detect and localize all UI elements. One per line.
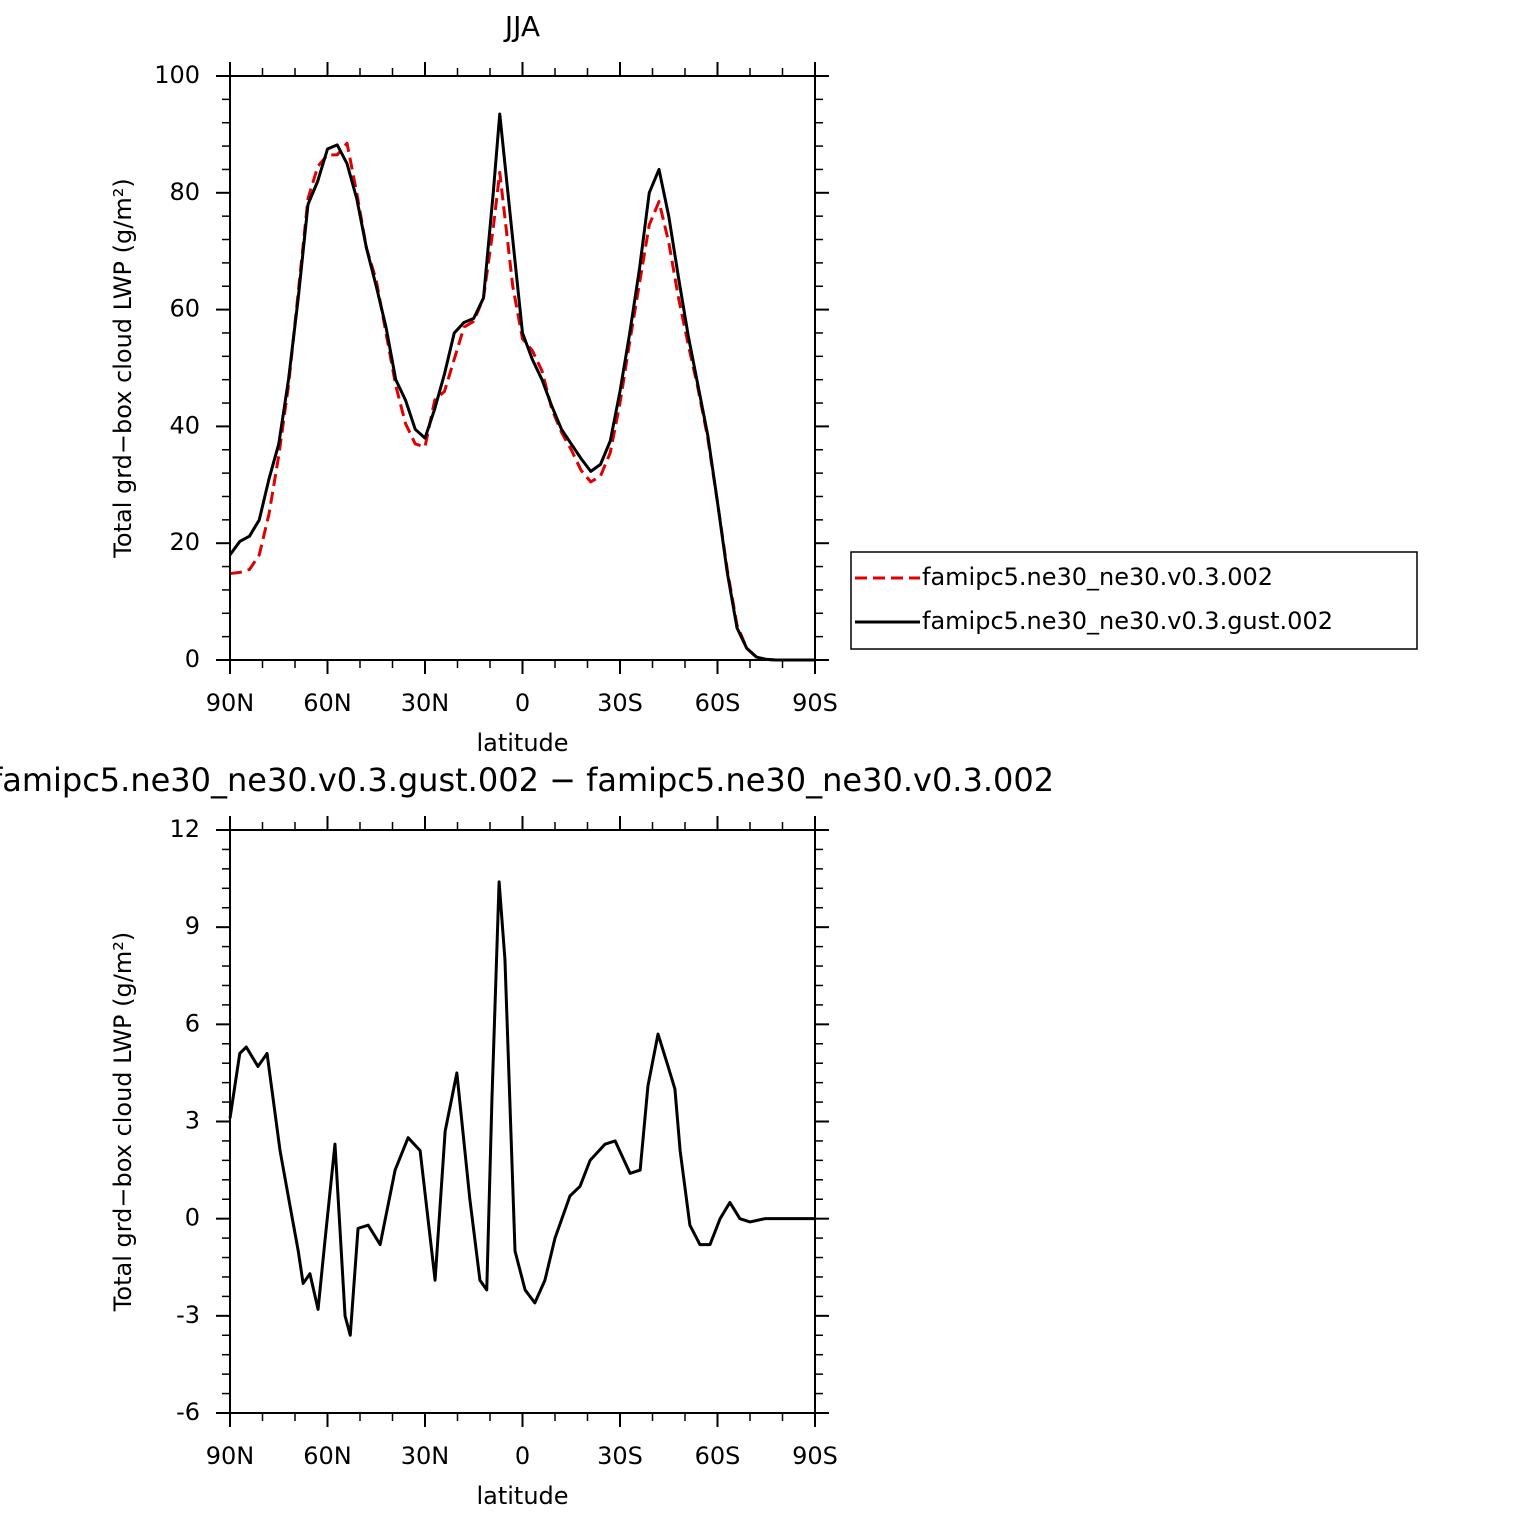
x-tick-label: 0 [515,689,530,717]
y-tick-label: 60 [169,295,200,323]
x-tick-label: 90S [792,689,838,717]
y-tick-label: 20 [169,528,200,556]
x-tick-label: 60S [695,1442,741,1470]
x-axis-label: latitude [476,729,568,757]
y-tick-label: 0 [185,645,200,673]
x-tick-label: 90S [792,1442,838,1470]
x-tick-label: 30N [401,689,450,717]
y-tick-label: 12 [169,815,200,843]
legend-label: famipc5.ne30_ne30.v0.3.002 [922,563,1273,591]
y-tick-label: 40 [169,411,200,439]
x-tick-label: 30N [401,1442,450,1470]
x-tick-label: 90N [206,1442,255,1470]
legend-label: famipc5.ne30_ne30.v0.3.gust.002 [922,607,1333,635]
plot-frame [229,75,816,661]
y-tick-label: -6 [176,1398,200,1426]
y-tick-label: 6 [185,1009,200,1037]
legend-box [850,551,1418,650]
y-tick-label: 100 [154,61,200,89]
x-tick-label: 0 [515,1442,530,1470]
chart-title: famipc5.ne30_ne30.v0.3.gust.002 − famipc… [0,761,1054,799]
x-tick-label: 30S [597,689,643,717]
data-line [228,112,815,662]
y-axis-label: Total grd−box cloud LWP (g/m²) [109,932,137,1312]
y-axis-label: Total grd−box cloud LWP (g/m²) [109,178,137,558]
y-tick-label: 9 [185,912,200,940]
data-line [229,141,815,662]
x-tick-label: 60N [303,1442,352,1470]
x-tick-label: 60S [695,689,741,717]
y-tick-label: 80 [169,178,200,206]
data-line [228,880,815,1337]
chart-title: JJA [503,10,540,43]
x-axis-label: latitude [476,1482,568,1510]
x-tick-label: 90N [206,689,255,717]
y-tick-label: -3 [176,1301,200,1329]
y-tick-label: 0 [185,1204,200,1232]
x-tick-label: 60N [303,689,352,717]
x-tick-label: 30S [597,1442,643,1470]
plot-frame [229,829,816,1414]
y-tick-label: 3 [185,1107,200,1135]
